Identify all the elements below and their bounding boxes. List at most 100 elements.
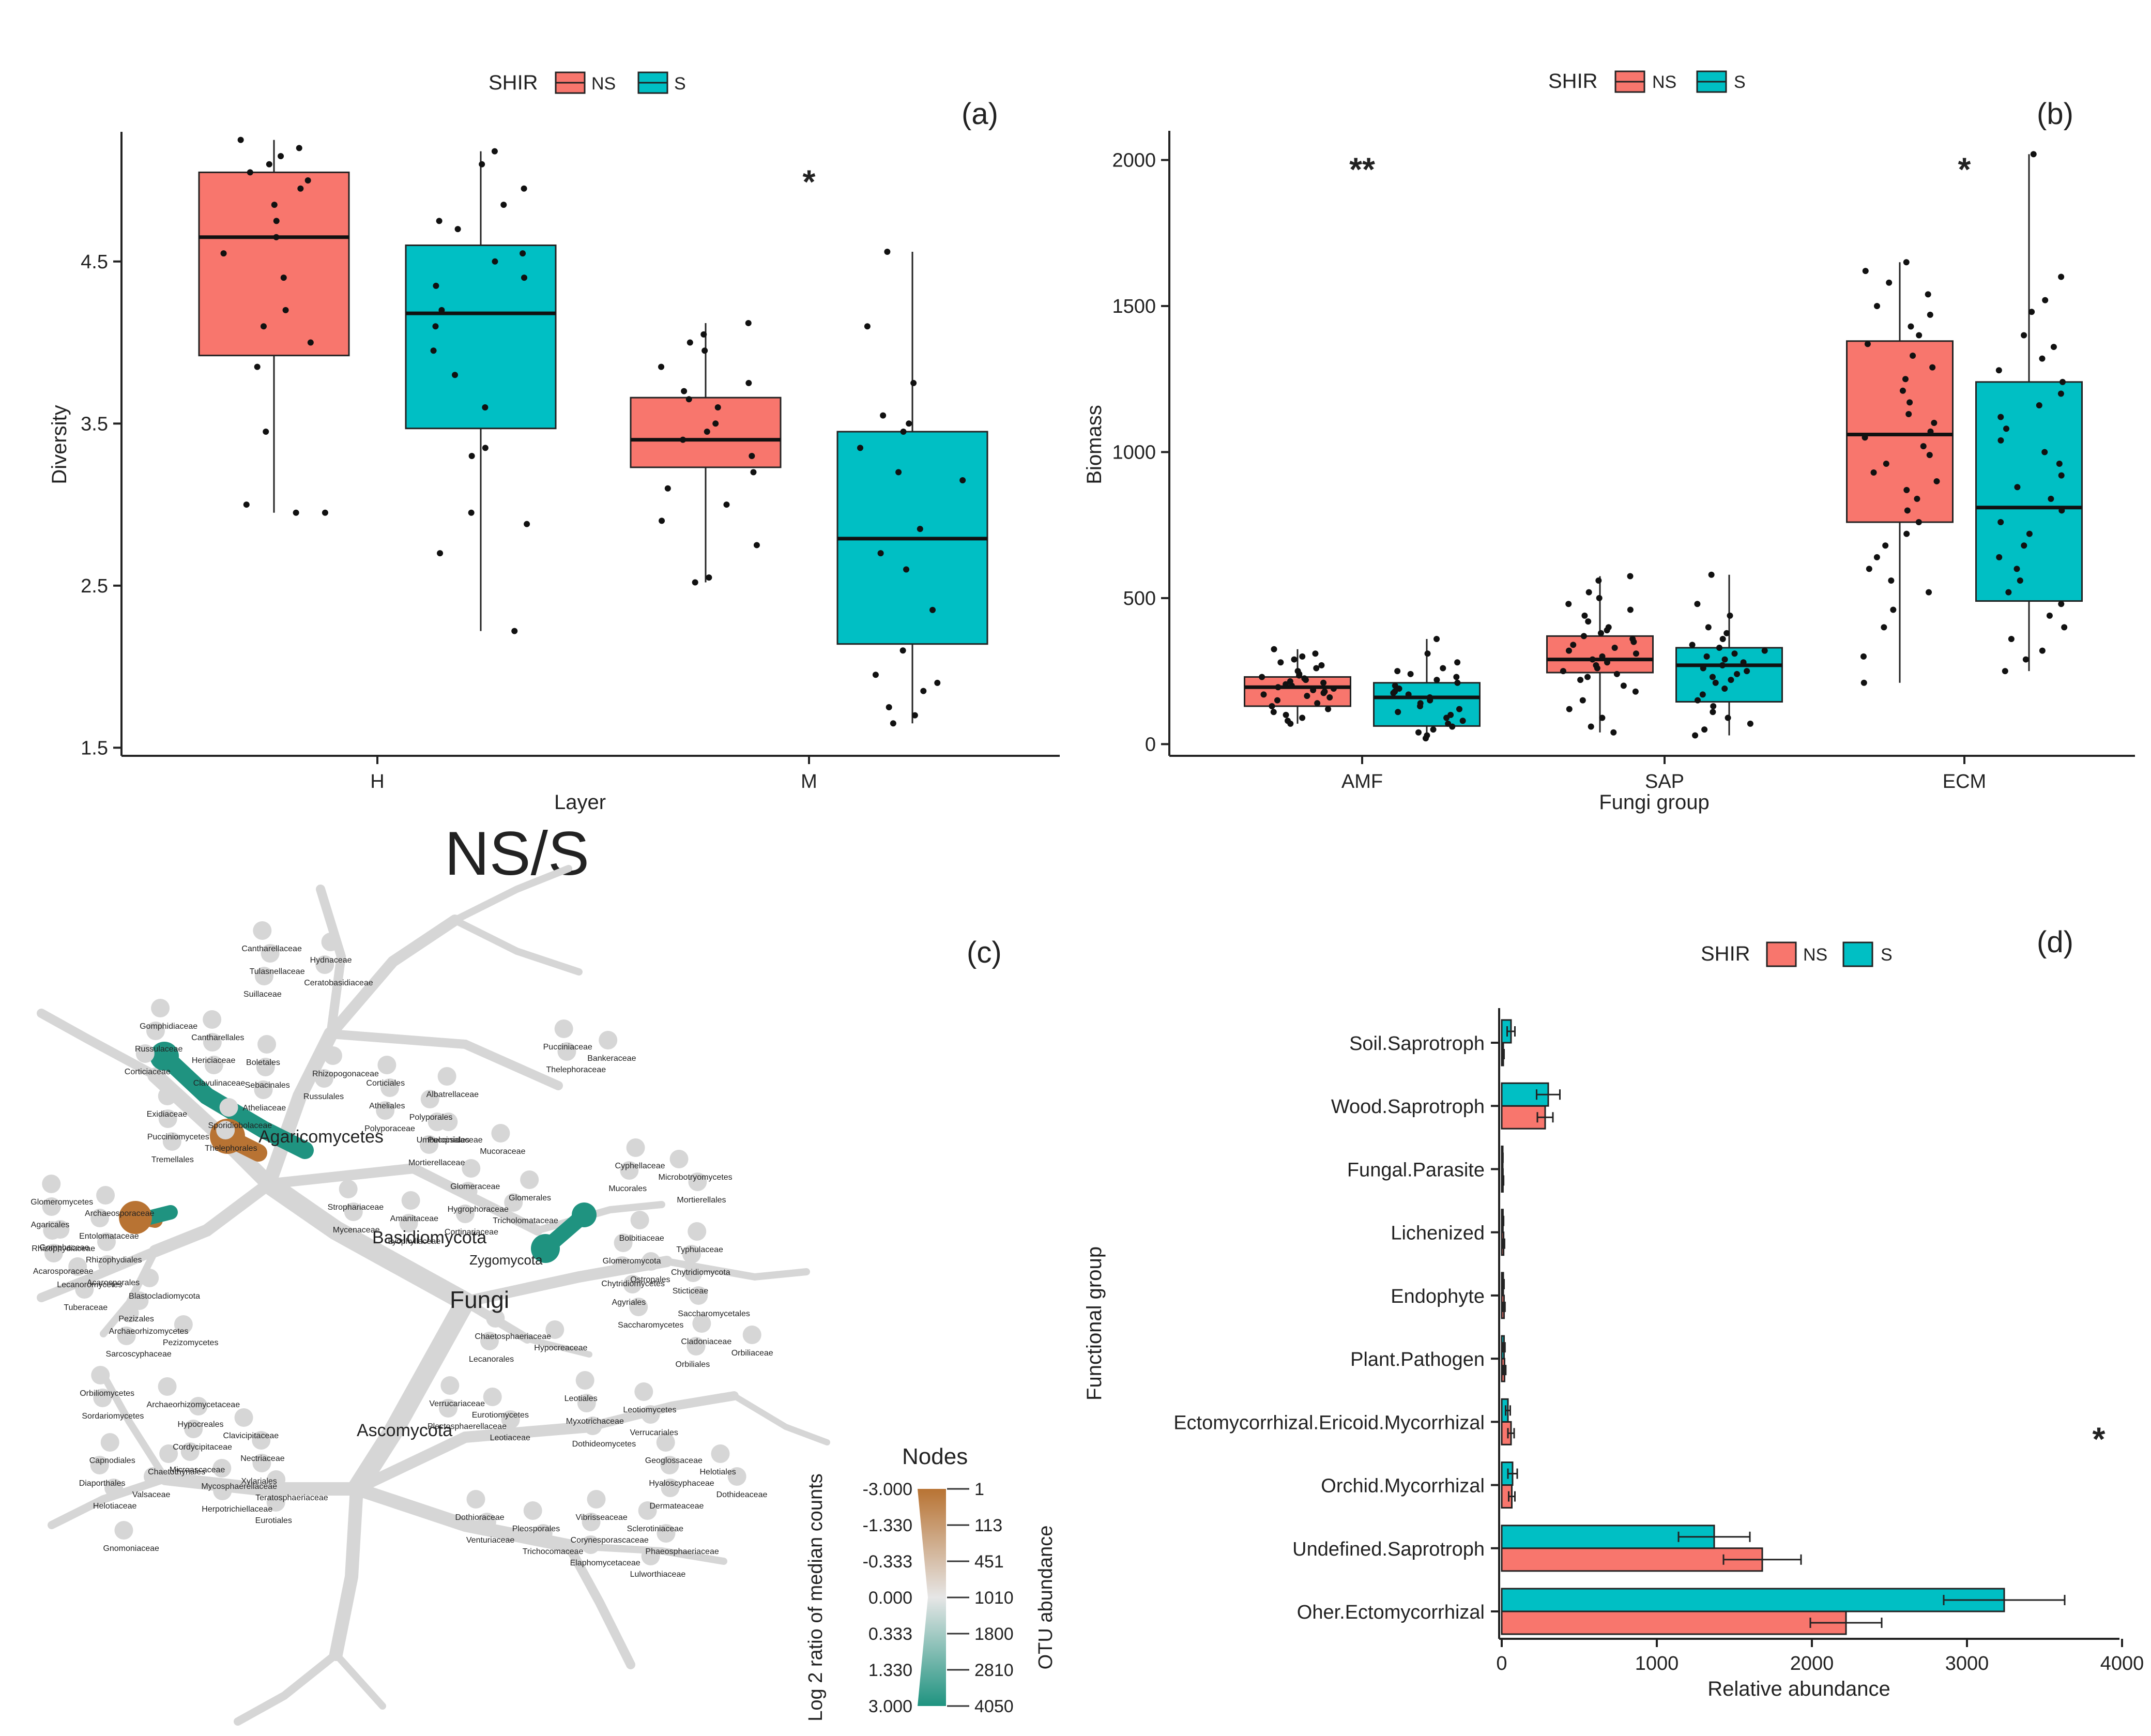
tree-label-root: Fungi	[450, 1286, 509, 1313]
panel-b-point	[1565, 647, 1572, 654]
panel-b-point	[1712, 679, 1719, 686]
panel-b-point	[2050, 344, 2057, 351]
panel-d-x-tick-label: 1000	[1635, 1653, 1679, 1674]
tree-label-taxon: Polyporaceae	[364, 1124, 415, 1133]
panel-a-box-ns-h	[198, 171, 350, 357]
legend-c-size-tick: 113	[974, 1516, 1002, 1535]
tree-tip-node	[261, 944, 280, 963]
tree-tip-node	[97, 1232, 116, 1251]
panel-a-y-tick-label: 2.5	[81, 575, 108, 597]
panel-b-point	[1577, 677, 1584, 683]
panel-b-point	[1710, 703, 1717, 709]
tree-label-taxon: Orbiliales	[676, 1360, 710, 1369]
panel-a-box-s-h	[405, 244, 557, 430]
legend-b-s-label: S	[1734, 72, 1746, 92]
panel-b-point	[1560, 668, 1566, 675]
tree-label-taxon: Cladoniaceae	[681, 1337, 731, 1346]
panel-a-tag: (a)	[962, 97, 998, 131]
panel-b-point	[1585, 589, 1592, 596]
panel-b-point	[1899, 387, 1906, 394]
panel-a-point	[296, 145, 302, 151]
tree-tip-node	[477, 1513, 496, 1531]
panel-a-point	[243, 501, 250, 508]
panel-a-point	[899, 647, 906, 654]
panel-b-point	[1904, 507, 1911, 514]
panel-b-point	[1456, 706, 1462, 712]
tree-tip-node	[174, 1315, 193, 1334]
panel-b-point	[1270, 709, 1277, 715]
tree-label-taxon: Mortierellaceae	[408, 1159, 465, 1167]
panel-b-point	[1903, 486, 1910, 493]
panel-a-point	[278, 153, 284, 160]
tree-label-phylum: Basidiomycota	[372, 1228, 486, 1247]
tree-label-taxon: Glomeraceae	[450, 1182, 500, 1191]
panel-b-point	[1710, 709, 1716, 715]
panel-a-point	[681, 388, 688, 394]
tree-label-taxon: Typhulaceae	[676, 1245, 723, 1254]
panel-b-point	[1580, 633, 1587, 639]
panel-a-point	[750, 469, 757, 476]
panel-d-functional-group-bars: SHIR NS S (d) 0 1000 2000 3000 4000 Soil.Sapr…	[1083, 925, 2144, 1700]
panel-a-point	[482, 404, 489, 410]
panel-b-point	[1620, 682, 1627, 689]
panel-b-point	[1430, 726, 1437, 733]
panel-a-x-axis-title: Layer	[554, 791, 606, 814]
panel-a-point	[520, 250, 526, 257]
tree-label-taxon: Agyriales	[612, 1298, 646, 1307]
panel-d-x-tick-label: 0	[1496, 1653, 1507, 1674]
panel-b-point	[1886, 279, 1893, 286]
tree-tip-node	[158, 1109, 177, 1128]
tree-label-taxon: Sordariomycetes	[82, 1412, 144, 1421]
panel-b-point	[1719, 636, 1726, 643]
panel-d-category-label: Oher.Ectomycorrhizal	[1297, 1602, 1485, 1623]
tree-label-taxon: Venturiaceae	[466, 1536, 515, 1545]
panel-b-point	[2003, 425, 2010, 432]
panel-b-x-tick-label: ECM	[1943, 771, 1986, 793]
panel-b-point	[1627, 573, 1634, 580]
panel-b-point	[1630, 638, 1637, 645]
panel-b-point	[1914, 495, 1920, 502]
tree-tip-node	[93, 1389, 112, 1407]
panel-b-point	[1716, 644, 1722, 651]
panel-d-bar-ns	[1501, 1610, 1847, 1635]
panel-a-point	[511, 628, 518, 634]
legend-c-color-axis-title: Log 2 ratio of median counts	[805, 1473, 827, 1722]
tree-tip-node	[90, 1209, 110, 1227]
panel-b-point	[1394, 668, 1401, 675]
tree-tip-node	[533, 1524, 553, 1543]
panel-b-point	[1570, 642, 1577, 648]
tree-labels: Fungi Agaricomycetes Basidiomycota Ascomyco…	[30, 945, 773, 1579]
tree-tip-node	[634, 1382, 653, 1401]
panel-b-point	[1723, 630, 1730, 636]
panel-a-point	[273, 234, 280, 240]
tree-label-taxon: Hypocreaceae	[534, 1344, 587, 1352]
tree-tip-node	[203, 1010, 222, 1029]
panel-b-point	[1424, 650, 1431, 657]
legend-c-color-tick: 0.000	[868, 1588, 912, 1608]
tree-label-taxon: Microbotryomycetes	[659, 1173, 733, 1182]
panel-a-point	[260, 323, 267, 330]
tree-label-taxon: Lyophyllaceae	[388, 1237, 441, 1246]
panel-b-point	[1396, 686, 1402, 692]
tree-tip-node	[189, 1397, 208, 1415]
panel-b-point	[2056, 461, 2063, 467]
tree-label-taxon: Orbiliomycetes	[80, 1389, 134, 1398]
panel-b-point	[1314, 700, 1321, 707]
tree-label-taxon: Glomerales	[509, 1194, 551, 1202]
panel-a-point	[437, 550, 444, 557]
panel-b-point	[1269, 703, 1275, 709]
tree-tip-node	[501, 1410, 520, 1429]
panel-a-point	[680, 436, 687, 443]
tree-label-taxon: Hygrophoraceae	[448, 1205, 509, 1214]
panel-b-point	[1283, 711, 1289, 718]
legend-c-wedge	[918, 1489, 946, 1706]
panel-a-point	[753, 542, 760, 549]
panel-b-point	[1274, 697, 1280, 704]
tree-tip-node	[523, 1501, 542, 1520]
panel-b-point	[2028, 309, 2035, 315]
panel-b-y-tick-label: 0	[1145, 734, 1156, 755]
panel-d-x-axis-title: Relative abundance	[1707, 1678, 1890, 1700]
panel-d-category-label: Ectomycorrhizal.Ericoid.Mycorrhizal	[1173, 1412, 1485, 1434]
legend-d: SHIR NS S	[1701, 941, 1893, 967]
panel-b-point	[1740, 659, 1747, 666]
